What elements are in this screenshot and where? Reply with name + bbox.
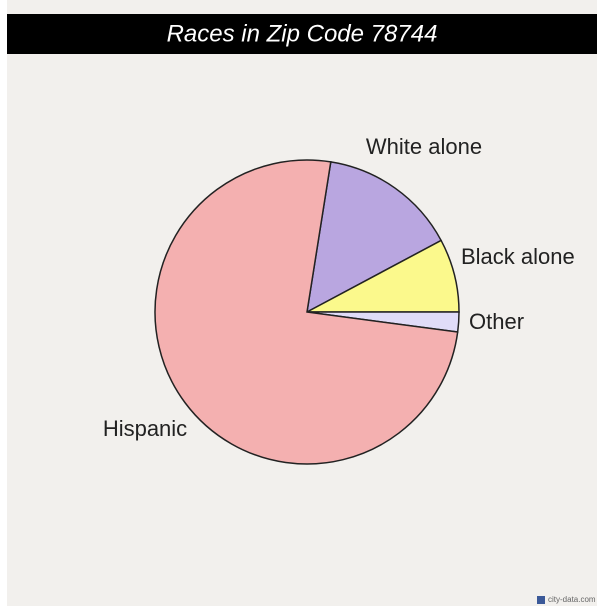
slice-label: Black alone [461,244,575,269]
pie-slice [154,159,459,465]
slice-label: Hispanic [103,416,187,441]
source-icon [537,596,545,604]
source: city-data.com [548,595,596,604]
title-bar [7,14,597,54]
pie-slice [306,161,443,314]
chart-title: Races in Zip Code 78744 [167,20,438,47]
slice-label: Other [469,309,524,334]
slice-label: White alone [366,134,482,159]
